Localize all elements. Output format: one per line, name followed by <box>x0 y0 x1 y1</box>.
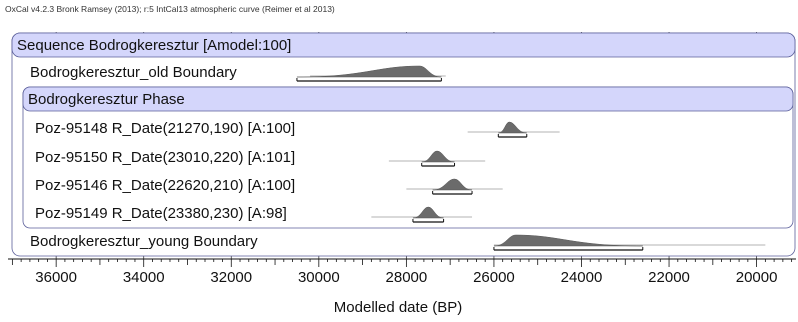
x-tick-label: 32000 <box>210 269 252 286</box>
posterior-distribution <box>421 150 455 163</box>
subgroup-label: Bodrogkeresztur Phase <box>28 91 185 108</box>
x-tick-label: 26000 <box>473 269 515 286</box>
software-header: OxCal v4.2.3 Bronk Ramsey (2013); r:5 In… <box>5 4 335 14</box>
date-label: Poz-95148 R_Date(21270,190) [A:100] <box>35 120 295 137</box>
date-label: Poz-95146 R_Date(22620,210) [A:100] <box>35 177 295 194</box>
posterior-distribution <box>296 65 442 78</box>
boundary-label: Bodrogkeresztur_young Boundary <box>30 233 258 250</box>
x-tick-label: 28000 <box>386 269 428 286</box>
x-tick-label: 20000 <box>736 269 778 286</box>
x-tick-label: 36000 <box>35 269 77 286</box>
group-label: Sequence Bodrogkeresztur [Amodel:100] <box>17 37 291 54</box>
x-tick-label: 30000 <box>298 269 340 286</box>
posterior-distribution <box>412 206 444 219</box>
group-boxes <box>11 32 796 257</box>
date-label: Poz-95150 R_Date(23010,220) [A:101] <box>35 149 295 166</box>
x-tick-label: 34000 <box>123 269 165 286</box>
x-axis: 36000 34000 32000 30000 28000 26000 24000 22000… <box>8 258 796 286</box>
row-labels: Sequence Bodrogkeresztur [Amodel:100] Bod… <box>17 37 295 250</box>
posterior-distribution <box>498 121 527 134</box>
x-tick-label: 22000 <box>648 269 690 286</box>
distributions <box>296 65 766 251</box>
sequence-header <box>11 32 796 58</box>
x-axis-title: Modelled date (BP) <box>334 299 462 316</box>
phase-header <box>22 86 794 112</box>
boundary-label: Bodrogkeresztur_old Boundary <box>30 64 237 81</box>
date-label: Poz-95149 R_Date(23380,230) [A:98] <box>35 205 287 222</box>
posterior-distribution <box>493 234 643 247</box>
posterior-distribution <box>432 178 473 191</box>
x-tick-label: 24000 <box>561 269 603 286</box>
